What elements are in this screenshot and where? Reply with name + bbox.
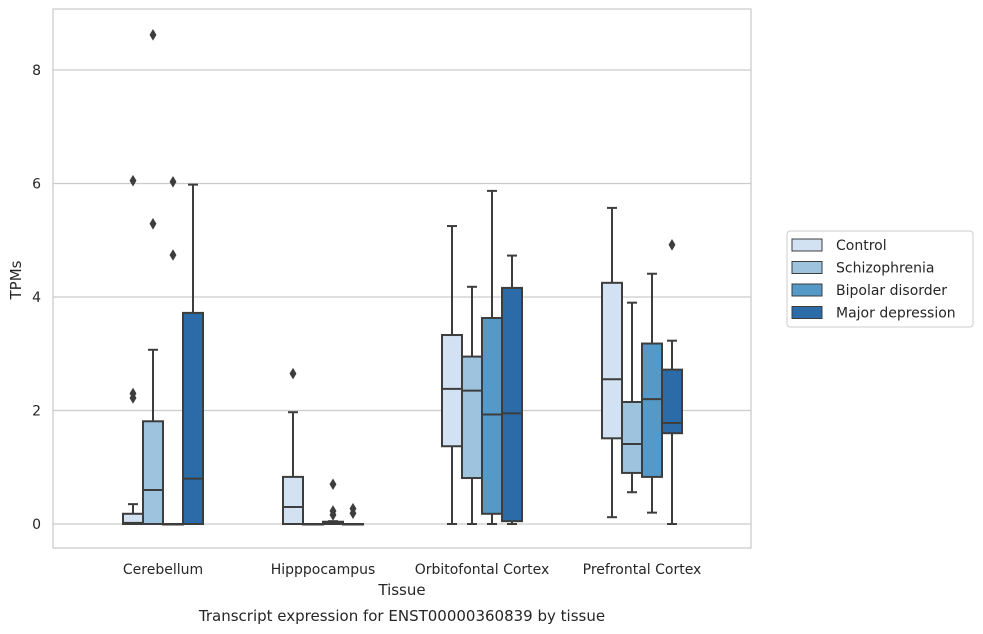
x-tick-label: Hipppocampus <box>271 562 376 578</box>
box-major-depression <box>501 254 523 525</box>
box-rect <box>661 368 683 435</box>
outlier-point <box>329 478 337 491</box>
outlier-point <box>169 249 177 261</box>
box-rect <box>601 281 623 440</box>
box-schizophrenia <box>461 285 483 525</box>
plot-frame <box>52 8 752 549</box>
box-rect <box>621 400 643 474</box>
outlier-point <box>289 367 297 380</box>
legend-swatch <box>791 306 823 319</box>
y-tick-label: 8 <box>32 63 41 79</box>
y-tick-label: 0 <box>32 517 41 533</box>
outlier-point <box>149 218 157 230</box>
outlier-point <box>129 174 137 187</box>
legend-swatch <box>791 283 823 297</box>
box-bipolar-disorder <box>162 176 184 526</box>
box-bipolar-disorder <box>641 272 663 514</box>
outlier-point <box>129 387 137 400</box>
outlier-point <box>349 502 357 515</box>
x-tick-labels: Cerebellum Hipppocampus Orbitofontal Corte… <box>123 562 701 578</box>
outlier-point <box>149 29 157 41</box>
box-major-depression <box>661 239 683 525</box>
legend-swatch <box>791 238 823 252</box>
x-tick-label: Orbitofontal Cortex <box>415 562 550 578</box>
box-rect <box>501 286 523 523</box>
y-tick-label: 6 <box>32 177 41 193</box>
box-schizophrenia <box>621 301 643 494</box>
x-tick-label: Prefrontal Cortex <box>583 562 702 578</box>
y-tick-label: 2 <box>32 404 41 420</box>
box-rect <box>142 420 164 525</box>
box-bipolar-disorder <box>322 478 344 525</box>
outlier-point <box>329 505 337 517</box>
box-rect <box>481 316 503 515</box>
box-control <box>122 174 144 525</box>
y-tick-label: 4 <box>32 290 41 306</box>
box-control <box>441 225 463 525</box>
box-control <box>282 367 304 525</box>
box-major-depression <box>342 502 364 526</box>
box-schizophrenia <box>302 523 324 526</box>
box-rect <box>641 342 663 478</box>
legend: Control Schizophrenia Bipolar disorder Majo… <box>786 230 974 328</box>
box-major-depression <box>182 183 204 526</box>
boxes-layer <box>122 29 683 526</box>
legend-label: Schizophrenia <box>836 261 934 277</box>
legend-label: Major depression <box>836 306 956 322</box>
box-rect <box>282 475 304 525</box>
box-rect <box>461 355 483 480</box>
outlier-point <box>668 239 676 251</box>
outlier-point <box>169 176 177 188</box>
box-bipolar-disorder <box>481 189 503 525</box>
y-axis-label: TPMs <box>7 260 25 300</box>
chart-caption: Transcript expression for ENST0000036083… <box>198 607 605 625</box>
box-control <box>601 206 623 519</box>
box-rect <box>182 311 204 526</box>
box-schizophrenia <box>142 29 164 525</box>
legend-label: Control <box>836 238 887 254</box>
x-tick-label: Cerebellum <box>123 562 203 578</box>
x-axis-label: Tissue <box>377 581 425 599</box>
legend-label: Bipolar disorder <box>836 283 947 299</box>
box-rect <box>441 334 463 448</box>
legend-frame <box>786 230 974 328</box>
legend-swatch <box>791 261 823 274</box>
y-tick-labels: 0 2 4 6 8 <box>32 63 41 533</box>
